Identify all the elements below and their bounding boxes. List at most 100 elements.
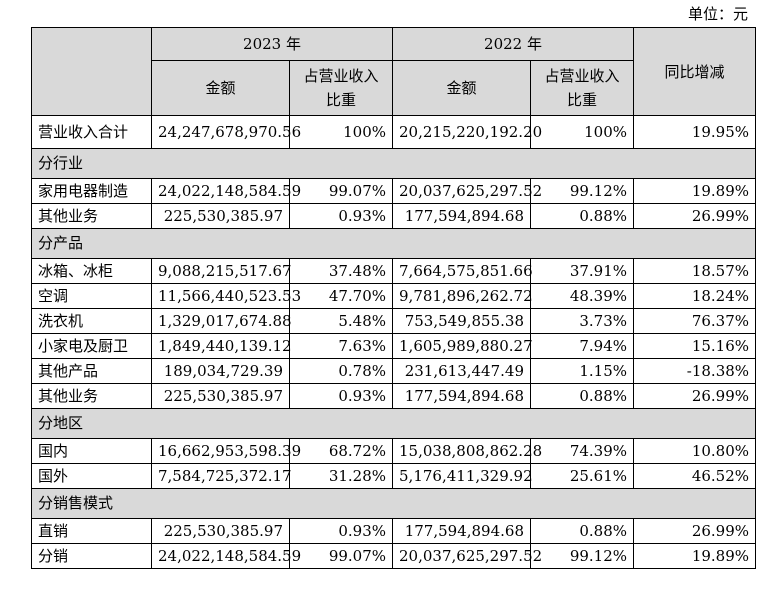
table-row: 其他业务 225,530,385.97 0.93% 177,594,894.68 0.8… [31,383,757,409]
row-label: 洗衣机 [31,308,152,334]
amount-2023-cell: 7,584,725,372.17 [151,463,292,489]
amount-2022-header: 金额 [392,60,532,116]
share-2022-cell: 1.15% [530,358,635,384]
total-row: 营业收入合计 24,247,678,970.56 100% 20,215,220… [31,115,757,149]
share-2023-cell: 37.48% [288,258,394,284]
yoy-cell: 19.89% [633,178,757,204]
yoy-cell: 26.99% [633,383,757,409]
section-title: 分销售模式 [30,488,757,519]
amount-2023-cell: 1,849,440,139.12 [151,333,292,359]
revenue-table: 2023 年 2022 年 同比增减 金额 占营业收入比重 金额 占营业收入比重… [30,27,757,569]
amount-2023-header: 金额 [151,60,290,116]
amount-2023-cell: 225,530,385.97 [151,518,290,544]
amount-2022-cell: 20,215,220,192.20 [392,115,542,149]
section-header-row: 分产品 [30,228,757,259]
share-2023-cell: 7.63% [288,333,394,359]
amount-2022-cell: 20,037,625,297.52 [392,178,542,204]
year-2022-header: 2022 年 [392,27,635,61]
amount-2022-cell: 231,613,447.49 [392,358,532,384]
share-2022-cell: 48.39% [530,283,635,309]
revenue-table-body: 2023 年 2022 年 同比增减 金额 占营业收入比重 金额 占营业收入比重… [30,27,757,569]
yoy-cell: -18.38% [633,358,757,384]
row-label: 冰箱、冰柜 [31,258,152,284]
table-row: 直销 225,530,385.97 0.93% 177,594,894.68 0.88%… [31,518,757,544]
table-row: 小家电及厨卫 1,849,440,139.12 7.63% 1,605,989,880… [31,333,757,359]
share-2022-cell: 0.88% [530,383,635,409]
share-2023-cell: 99.07% [288,543,394,569]
amount-2022-cell: 9,781,896,262.72 [392,283,533,309]
share-2022-cell: 0.88% [530,518,635,544]
share-header-line1: 占营业收入 [303,67,379,85]
share-2022-cell: 37.91% [530,258,635,284]
yoy-cell: 26.99% [633,518,757,544]
share-header-line2: 比重 [326,91,357,109]
amount-2023-cell: 24,022,148,584.59 [151,543,301,569]
row-label: 营业收入合计 [31,115,152,149]
share-2023-cell: 47.70% [288,283,394,309]
yoy-cell: 19.95% [633,115,757,149]
amount-2023-cell: 16,662,953,598.39 [151,438,301,464]
share-2023-cell: 0.93% [288,203,394,229]
amount-2023-cell: 225,530,385.97 [151,203,290,229]
section-title: 分行业 [30,148,757,179]
year-2023-header: 2023 年 [150,27,394,61]
header-row-years: 2023 年 2022 年 同比增减 [31,27,757,116]
row-label: 小家电及厨卫 [31,333,152,359]
yoy-cell: 15.16% [633,333,757,359]
corner-cell [31,27,152,116]
amount-2023-cell: 24,247,678,970.56 [151,115,301,149]
section-header-row: 分销售模式 [30,488,757,519]
yoy-cell: 76.37% [633,308,757,334]
yoy-cell: 18.57% [633,258,757,284]
amount-2023-cell: 24,022,148,584.59 [151,178,301,204]
section-title: 分地区 [30,408,757,439]
share-2023-cell: 0.93% [288,518,394,544]
yoy-header: 同比增减 [633,27,757,116]
table-row: 国外 7,584,725,372.17 31.28% 5,176,411,329.92… [31,463,757,489]
header-row-columns: 金额 占营业收入比重 金额 占营业收入比重 [32,60,756,116]
share-2023-cell: 5.48% [288,308,394,334]
amount-2022-cell: 7,664,575,851.66 [392,258,533,284]
amount-2022-cell: 1,605,989,880.27 [392,333,533,359]
amount-2022-cell: 177,594,894.68 [392,203,532,229]
share-2022-cell: 25.61% [530,463,635,489]
amount-2023-cell: 9,088,215,517.67 [151,258,292,284]
share-2023-cell: 0.78% [288,358,394,384]
table-row: 洗衣机 1,329,017,674.88 5.48% 753,549,855.38 3.… [31,308,757,334]
share-2022-cell: 3.73% [530,308,635,334]
row-label: 家用电器制造 [31,178,152,204]
share-2023-cell: 99.07% [288,178,394,204]
amount-2022-cell: 177,594,894.68 [392,383,532,409]
share-2022-cell: 0.88% [530,203,635,229]
section-header-row: 分行业 [30,148,757,179]
share-2023-cell: 68.72% [288,438,394,464]
amount-2022-cell: 753,549,855.38 [392,308,532,334]
share-2022-cell: 99.12% [530,178,635,204]
table-row: 分销 24,022,148,584.59 99.07% 20,037,625,297.… [31,543,757,569]
share-2023-cell: 100% [288,115,394,149]
yoy-cell: 18.24% [633,283,757,309]
row-label: 国外 [31,463,152,489]
amount-2022-cell: 20,037,625,297.52 [392,543,542,569]
share-2022-cell: 99.12% [530,543,635,569]
row-label: 直销 [31,518,152,544]
row-label: 其他业务 [31,383,152,409]
amount-2022-cell: 5,176,411,329.92 [392,463,533,489]
section-header-row: 分地区 [30,408,757,439]
amount-2023-cell: 189,034,729.39 [151,358,290,384]
share-2022-cell: 100% [530,115,635,149]
share-header-line2: 比重 [567,91,598,109]
row-label: 国内 [31,438,152,464]
share-header-line1: 占营业收入 [544,67,620,85]
share-2022-cell: 74.39% [530,438,635,464]
yoy-cell: 10.80% [633,438,757,464]
table-row: 其他业务 225,530,385.97 0.93% 177,594,894.68 0.8… [31,203,757,229]
row-label: 空调 [31,283,152,309]
amount-2022-cell: 177,594,894.68 [392,518,532,544]
share-2023-cell: 31.28% [288,463,394,489]
table-row: 冰箱、冰柜 9,088,215,517.67 37.48% 7,664,575,851… [31,258,757,284]
table-row: 其他产品 189,034,729.39 0.78% 231,613,447.49 1.1… [31,358,757,384]
amount-2023-cell: 225,530,385.97 [151,383,290,409]
share-2023-cell: 0.93% [288,383,394,409]
yoy-cell: 19.89% [633,543,757,569]
